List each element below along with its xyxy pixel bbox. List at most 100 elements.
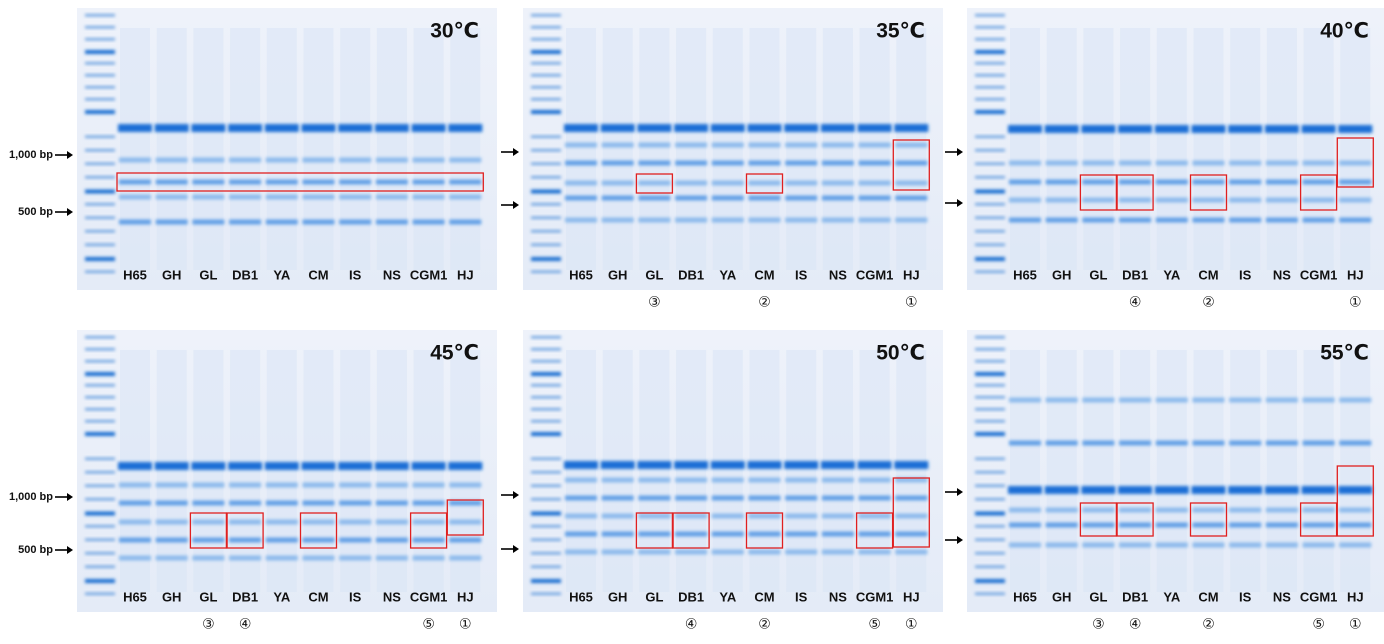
band: [601, 195, 634, 201]
band: [1302, 440, 1335, 446]
band: [1155, 397, 1188, 403]
ladder-band: [85, 243, 115, 246]
band: [1192, 160, 1225, 166]
band: [565, 217, 597, 223]
band: [1339, 542, 1372, 548]
main-band: [564, 461, 598, 469]
lane-smear: [1010, 350, 1040, 592]
band: [119, 157, 151, 163]
band: [339, 482, 372, 488]
band: [1229, 160, 1262, 166]
band: [302, 482, 335, 488]
band: [785, 477, 818, 483]
highlight-box: [1336, 137, 1374, 188]
band: [1119, 507, 1152, 513]
lane-smear: [712, 350, 743, 592]
lane-label: CGM1: [410, 267, 448, 282]
lane-label: GH: [1052, 589, 1072, 604]
band: [565, 495, 597, 501]
band: [155, 194, 188, 200]
ladder-band: [85, 62, 115, 65]
band: [1192, 217, 1225, 223]
lane-label: IS: [1239, 589, 1252, 604]
lane-label: DB1: [678, 589, 704, 604]
band: [119, 179, 151, 185]
band: [601, 495, 634, 501]
band: [675, 195, 708, 201]
highlight-box: [672, 512, 710, 549]
lane-label: YA: [719, 267, 736, 282]
arrow-head: [67, 546, 73, 554]
band: [711, 180, 744, 186]
band: [638, 549, 671, 555]
band: [265, 179, 298, 185]
lane-smear: [1120, 350, 1151, 592]
ladder-band: [975, 420, 1005, 423]
band: [192, 157, 225, 163]
band: [1155, 522, 1188, 528]
lane-smear: [859, 350, 890, 592]
band: [601, 513, 634, 519]
ladder-band: [975, 62, 1005, 65]
band: [711, 477, 744, 483]
band: [748, 477, 781, 483]
band: [1192, 440, 1225, 446]
lane-smear: [859, 28, 890, 270]
band: [858, 195, 891, 201]
ladder-band: [975, 98, 1005, 101]
ladder-band: [85, 457, 115, 460]
band: [302, 500, 335, 506]
band: [821, 513, 854, 519]
lane-label: GL: [199, 267, 217, 282]
band: [1082, 522, 1115, 528]
band: [711, 549, 744, 555]
band: [1009, 179, 1041, 185]
band: [1082, 197, 1115, 203]
band: [711, 142, 744, 148]
lane-label: NS: [829, 267, 847, 282]
size-marker: 1,000 bp: [9, 149, 53, 161]
band: [1009, 160, 1041, 166]
highlight-box: [409, 512, 448, 549]
lane-smear: [749, 350, 780, 592]
main-band: [820, 461, 855, 469]
main-band: [1118, 486, 1153, 494]
lane-label: HJ: [457, 267, 474, 282]
lane-smear: [340, 350, 371, 592]
lane-label: CM: [308, 267, 328, 282]
ladder-band: [531, 26, 561, 29]
ladder-band: [531, 360, 561, 363]
band: [339, 194, 372, 200]
size-marker: 500 bp: [18, 206, 53, 218]
ladder-band: [531, 525, 561, 528]
lane-label: H65: [1013, 589, 1037, 604]
band: [265, 555, 298, 561]
ladder-band: [975, 538, 1005, 541]
main-band: [820, 124, 855, 132]
lane-smear: [1046, 350, 1077, 592]
band: [229, 157, 262, 163]
lane-label: CM: [754, 589, 774, 604]
highlight-box: [892, 139, 930, 191]
band: [412, 555, 445, 561]
band: [449, 157, 482, 163]
band: [565, 531, 597, 537]
main-band: [118, 124, 152, 132]
lane-annotation: ⑤: [422, 616, 435, 632]
band: [821, 217, 854, 223]
panel-title: 40℃: [1320, 20, 1369, 43]
band: [1192, 197, 1225, 203]
band: [675, 180, 708, 186]
main-band: [264, 462, 299, 470]
band: [638, 195, 671, 201]
band: [675, 142, 708, 148]
lane-label: DB1: [1122, 589, 1148, 604]
lane-smear: [376, 350, 407, 592]
ladder-band: [531, 408, 561, 411]
band: [155, 537, 188, 543]
band: [375, 157, 408, 163]
band: [119, 500, 151, 506]
band: [339, 500, 372, 506]
gel-panel: H65 GH GL DB1 ④ YA CM ② IS NS CGM1 HJ ① 40℃: [945, 8, 1384, 310]
